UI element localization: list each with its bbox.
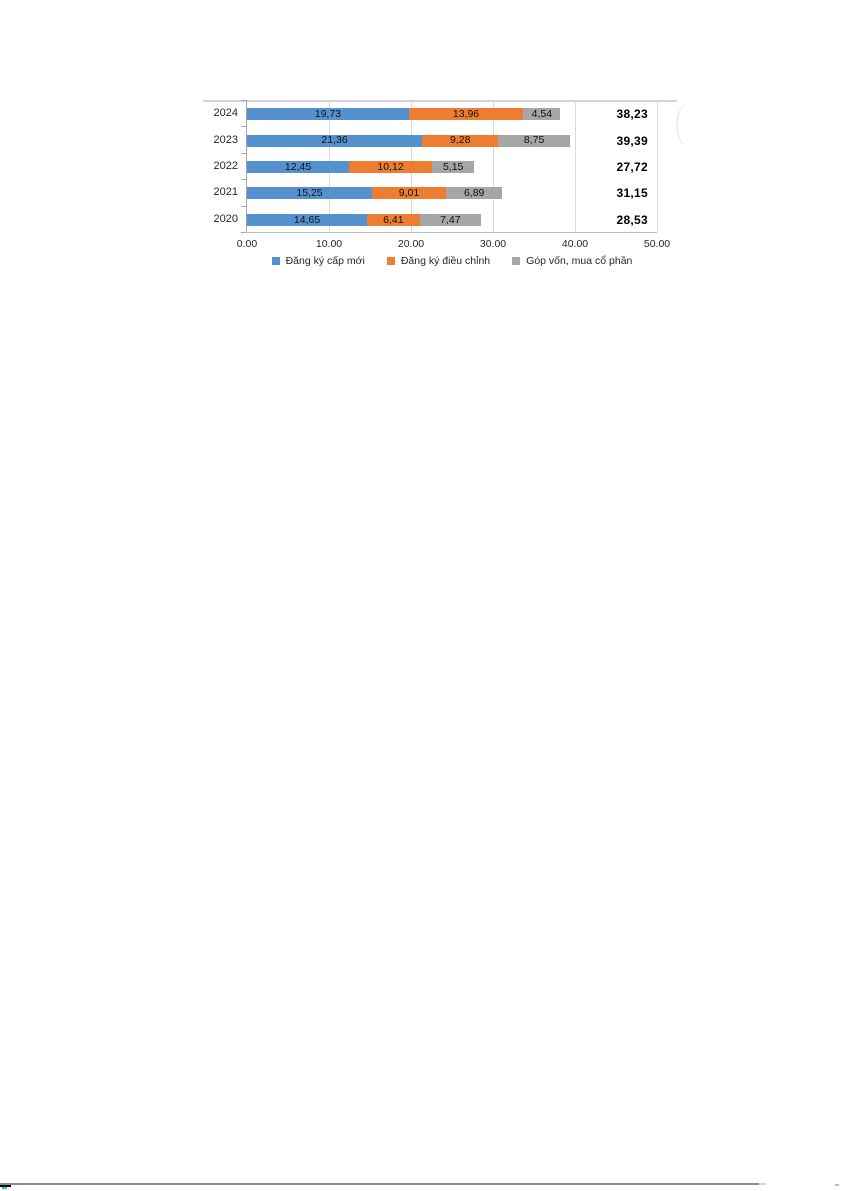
y-axis-tick: [241, 205, 246, 207]
bar-segment-label: 12,45: [284, 160, 312, 173]
legend-item: Đăng ký cấp mới: [271, 255, 365, 267]
bar-segment-label: 5,15: [442, 160, 464, 173]
bar-segment: 14,65: [247, 213, 368, 226]
legend-item: Đăng ký điều chỉnh: [386, 255, 491, 267]
bar-segment-label: 6,89: [463, 187, 485, 200]
bar-segment-label: 10,12: [377, 160, 404, 173]
bar-segment-label: 9,01: [398, 187, 420, 200]
x-axis-tick-label: 40.00: [561, 238, 589, 250]
chart-top-border: [203, 100, 677, 102]
bar-segment: 5,15: [432, 160, 475, 173]
category-label: 2023: [213, 133, 238, 146]
y-axis-tick: [241, 126, 246, 128]
bar-segment-label: 4,54: [531, 107, 553, 120]
page-bottom-rule-faint: [759, 1183, 766, 1185]
bar-segment-label: 9,28: [449, 134, 471, 147]
bar-segment: 8,75: [498, 134, 570, 147]
x-axis-tick-label: 30.00: [479, 238, 507, 250]
x-axis-tick-label: 0.00: [236, 238, 258, 250]
total-label: 28,53: [616, 212, 648, 227]
bar-segment: 9,01: [372, 187, 446, 200]
bar-segment: 12,45: [247, 160, 350, 173]
bar-segment: 6,89: [445, 187, 503, 200]
bar-segment-label: 13,96: [452, 107, 480, 120]
bar-segment-label: 7,47: [440, 213, 461, 226]
y-axis-tick: [241, 100, 246, 101]
x-axis-tick-label: 20.00: [397, 238, 425, 250]
bar-segment: 19,73: [247, 107, 409, 121]
chart: 0.00 10.00 20.00 30.00 40.00 50.00 2024 19,73 13…: [0, 0, 841, 300]
bar-segment-label: 19,73: [314, 107, 342, 120]
x-axis-tick-label: 50.00: [643, 238, 671, 250]
bar-segment-label: 14,65: [293, 213, 321, 226]
bar-segment-label: 15,25: [296, 187, 323, 200]
y-axis: [246, 100, 247, 232]
legend: Đăng ký cấp mới Đăng ký điều chỉnh Góp vốn…: [247, 253, 657, 269]
x-axis: [246, 232, 657, 233]
total-label: 31,15: [616, 186, 648, 201]
category-label: 2021: [213, 186, 238, 199]
bar-segment: 21,36: [247, 134, 423, 147]
bar-segment: 13,96: [408, 107, 524, 121]
legend-label: Góp vốn, mua cổ phần: [526, 255, 633, 267]
category-label: 2024: [213, 107, 238, 120]
legend-swatch-icon: [386, 257, 395, 265]
total-label: 39,39: [616, 133, 648, 148]
gridline: [574, 100, 576, 232]
bottom-right-dot: [835, 1184, 839, 1186]
total-label: 27,72: [616, 160, 648, 174]
bottom-left-mark-accent: [2, 1187, 7, 1189]
bottom-left-mark: [0, 1185, 11, 1187]
legend-swatch-icon: [512, 257, 521, 265]
category-label: 2020: [213, 212, 238, 225]
page-bottom-rule: [0, 1183, 759, 1185]
ghost-arc-artifact: [676, 103, 702, 147]
bar-segment: 6,41: [367, 213, 420, 226]
category-label: 2022: [213, 160, 238, 172]
y-axis-tick: [241, 179, 246, 181]
bar-segment: 10,12: [349, 160, 433, 173]
legend-label: Đăng ký điều chỉnh: [400, 255, 491, 267]
bar-segment-label: 21,36: [321, 134, 348, 147]
bar-segment: 4,54: [523, 107, 561, 121]
bar-segment: 15,25: [247, 187, 373, 200]
y-axis-tick: [241, 232, 246, 233]
legend-item: Góp vốn, mua cổ phần: [512, 255, 632, 267]
y-axis-tick: [241, 152, 246, 154]
bar-segment: 7,47: [419, 213, 481, 226]
bar-segment-label: 8,75: [523, 134, 545, 147]
legend-label: Đăng ký cấp mới: [285, 255, 365, 267]
gridline: [492, 100, 494, 232]
gridline: [656, 100, 658, 232]
legend-swatch-icon: [271, 257, 280, 265]
bar-segment: 9,28: [422, 134, 499, 147]
bar-segment-label: 6,41: [383, 213, 404, 226]
x-axis-tick-label: 10.00: [315, 238, 343, 250]
total-label: 38,23: [616, 107, 648, 122]
